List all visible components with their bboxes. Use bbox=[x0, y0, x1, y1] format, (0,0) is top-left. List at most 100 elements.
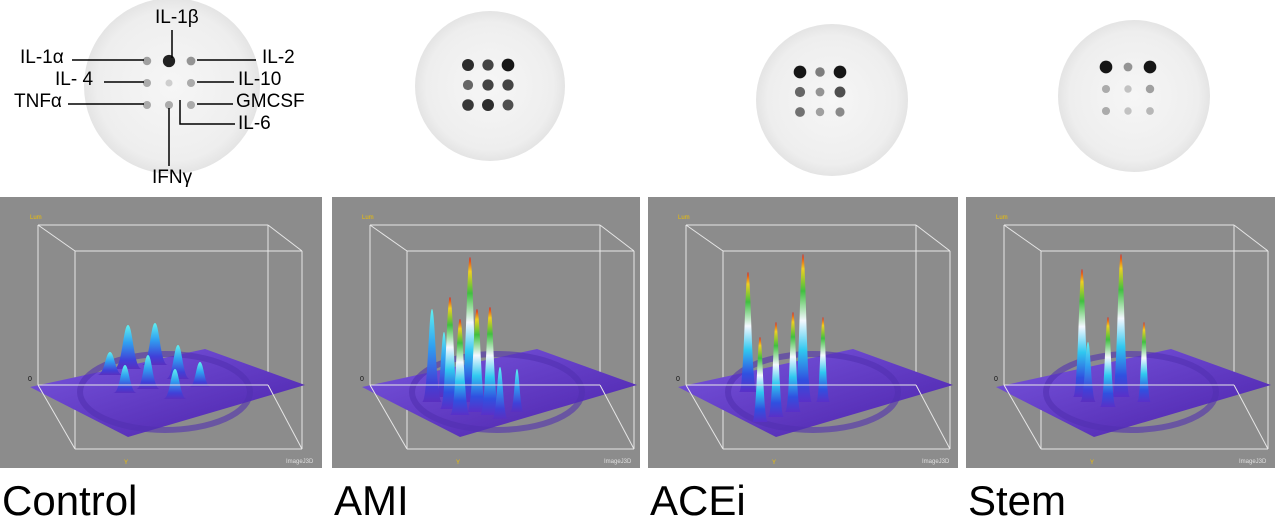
surface-peak bbox=[467, 309, 487, 412]
blot-spot bbox=[835, 107, 845, 117]
axis-label: Y bbox=[124, 460, 128, 466]
box-edge bbox=[1233, 384, 1269, 450]
blot-spot bbox=[1101, 84, 1111, 94]
blot-spot bbox=[1143, 60, 1157, 74]
box-edge bbox=[599, 224, 635, 252]
blot-spot bbox=[794, 86, 806, 98]
axis-label: Y bbox=[772, 460, 776, 466]
surface-peak bbox=[480, 307, 500, 415]
watermark: ImageJ3D bbox=[604, 459, 632, 465]
surface-peak bbox=[816, 317, 830, 402]
blot-spot bbox=[162, 54, 176, 68]
axis-zero: 0 bbox=[360, 376, 364, 383]
blot-spot bbox=[1124, 85, 1132, 93]
axis-zero: 0 bbox=[676, 376, 680, 383]
blot-spot bbox=[482, 79, 494, 91]
surface-plot: Lum 0 Y ImageJ3D bbox=[966, 197, 1275, 468]
blot-spot bbox=[1145, 84, 1155, 94]
surface-peak bbox=[510, 369, 524, 412]
surface-ring bbox=[1043, 351, 1219, 433]
blot-spot bbox=[502, 79, 514, 91]
axis-label: Lum bbox=[996, 215, 1008, 221]
cytokine-label: IL-1β bbox=[155, 7, 199, 28]
surface-peak bbox=[785, 312, 801, 412]
cytokine-label: IL-10 bbox=[238, 69, 281, 90]
blot-spot bbox=[186, 78, 196, 88]
panel-label: Control bbox=[2, 477, 137, 520]
box-edge bbox=[1003, 224, 1042, 252]
blot-spot bbox=[142, 78, 152, 88]
blot-spot bbox=[1124, 107, 1132, 115]
axis-label: Lum bbox=[678, 215, 690, 221]
watermark: ImageJ3D bbox=[286, 459, 314, 465]
cytokine-label: IFNγ bbox=[152, 167, 193, 188]
axis-label: Y bbox=[456, 460, 460, 466]
axis-zero: 0 bbox=[28, 376, 32, 383]
surface-plot: Lum 0 Y ImageJ3D bbox=[332, 197, 640, 468]
box-edge bbox=[685, 224, 724, 252]
blot-spot bbox=[815, 87, 825, 97]
surface-plot: Lum 0 Y ImageJ3D bbox=[0, 197, 322, 468]
blot-spot bbox=[142, 100, 152, 110]
plot-area: Lum 0 Y ImageJ3D bbox=[648, 197, 958, 468]
cytokine-label: IL-1α bbox=[20, 47, 64, 68]
blot-spot bbox=[462, 79, 474, 91]
blot-spot bbox=[186, 56, 196, 66]
blot-spot bbox=[482, 59, 494, 71]
watermark: ImageJ3D bbox=[1239, 459, 1267, 465]
surface-peak bbox=[752, 337, 768, 422]
surface-peak bbox=[166, 345, 190, 379]
box-edge bbox=[599, 384, 635, 450]
plot-area: Lum 0 Y ImageJ3D bbox=[0, 197, 322, 468]
surface-peak bbox=[440, 297, 460, 409]
panel-label: AMI bbox=[334, 477, 409, 520]
cytokine-label: TNFα bbox=[14, 91, 62, 112]
box-edge bbox=[37, 224, 76, 252]
blot-spot bbox=[1101, 106, 1111, 116]
box-edge bbox=[369, 384, 408, 450]
blot-spot bbox=[462, 99, 474, 111]
surface-plots: Lum 0 Y ImageJ3D Control Lum 0 Y ImageJ3D AMI Lum 0… bbox=[0, 197, 1275, 520]
axis-zero: 0 bbox=[994, 376, 998, 383]
surface-peak bbox=[97, 352, 123, 375]
box-edge bbox=[1233, 224, 1269, 252]
surface-plot: Lum 0 Y ImageJ3D bbox=[648, 197, 958, 468]
surface-peak bbox=[422, 309, 442, 402]
cytokine-label: GMCSF bbox=[236, 91, 305, 112]
surface-peak bbox=[189, 362, 211, 387]
surface-peak bbox=[142, 323, 168, 365]
box-edge bbox=[915, 224, 951, 252]
box-edge bbox=[685, 384, 724, 450]
surface-peak bbox=[163, 369, 187, 399]
blots bbox=[84, 0, 1210, 176]
surface-ring bbox=[77, 351, 253, 433]
blot-membrane bbox=[1058, 20, 1210, 172]
blot-spot bbox=[833, 65, 847, 79]
box-edge bbox=[37, 384, 76, 450]
cytokine-label: IL-6 bbox=[238, 113, 271, 134]
blot-spot bbox=[815, 107, 825, 117]
surface-ring bbox=[725, 351, 901, 433]
surface-peak bbox=[739, 272, 757, 392]
leader bbox=[179, 100, 235, 125]
blot-spot bbox=[462, 59, 474, 71]
blot-spot bbox=[793, 65, 807, 79]
blot-spot bbox=[142, 56, 152, 66]
blot-membrane bbox=[84, 0, 260, 174]
box-edge bbox=[1003, 384, 1042, 450]
blot-spot bbox=[165, 79, 173, 87]
blot-spot bbox=[482, 99, 494, 111]
box-edge bbox=[267, 384, 303, 450]
blot-spot bbox=[502, 99, 514, 111]
axis-label: Lum bbox=[362, 215, 374, 221]
blot-spot bbox=[1099, 60, 1113, 74]
plot-area: Lum 0 Y ImageJ3D bbox=[966, 197, 1275, 468]
blot-membrane bbox=[756, 24, 908, 176]
surface-peak bbox=[1080, 342, 1096, 402]
surface-peak bbox=[450, 319, 470, 415]
surface-ring bbox=[409, 351, 585, 433]
plot-area: Lum 0 Y ImageJ3D bbox=[332, 197, 640, 468]
surface-peak bbox=[136, 355, 160, 389]
surface-peak bbox=[794, 254, 812, 402]
